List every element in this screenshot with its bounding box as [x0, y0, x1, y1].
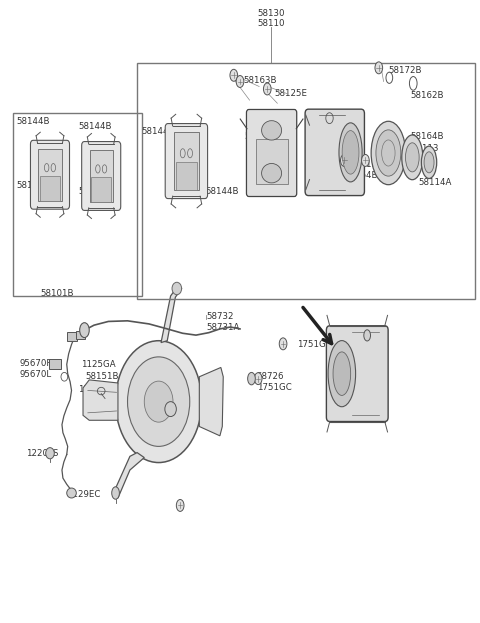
Bar — [76, 331, 85, 339]
Text: 58163B: 58163B — [245, 131, 278, 141]
Text: 58151B: 58151B — [86, 372, 120, 381]
Bar — [137, 63, 475, 299]
Text: 1360GJ: 1360GJ — [78, 385, 109, 394]
Text: 58112: 58112 — [377, 159, 404, 169]
Ellipse shape — [361, 155, 369, 166]
Text: 58164B: 58164B — [410, 131, 444, 141]
Ellipse shape — [371, 121, 406, 184]
Polygon shape — [83, 380, 118, 421]
Text: 1220FS: 1220FS — [25, 449, 58, 459]
Text: 1129EC: 1129EC — [67, 490, 100, 500]
Text: 58144B: 58144B — [78, 122, 112, 131]
Bar — [174, 133, 199, 189]
FancyBboxPatch shape — [246, 110, 297, 196]
Text: 58164B: 58164B — [344, 171, 378, 181]
Bar — [40, 176, 60, 201]
Ellipse shape — [80, 323, 89, 338]
Bar — [176, 163, 197, 189]
Text: 95670R: 95670R — [20, 359, 53, 368]
Ellipse shape — [375, 62, 383, 74]
Ellipse shape — [406, 143, 419, 172]
Ellipse shape — [264, 83, 271, 95]
Text: 58113: 58113 — [411, 144, 439, 153]
FancyBboxPatch shape — [30, 140, 70, 209]
Ellipse shape — [176, 500, 184, 511]
Text: 58144B: 58144B — [205, 187, 239, 196]
Ellipse shape — [424, 152, 434, 173]
Ellipse shape — [279, 338, 287, 350]
Ellipse shape — [364, 330, 371, 341]
Text: 58144B: 58144B — [142, 126, 175, 136]
Text: 1751GC: 1751GC — [298, 340, 332, 349]
Bar — [38, 149, 61, 201]
Ellipse shape — [67, 488, 76, 498]
Ellipse shape — [262, 121, 282, 140]
Text: 58731A: 58731A — [206, 323, 240, 331]
Ellipse shape — [248, 373, 255, 385]
Ellipse shape — [402, 135, 423, 179]
FancyBboxPatch shape — [165, 123, 207, 199]
Ellipse shape — [112, 487, 120, 499]
Ellipse shape — [328, 341, 356, 407]
Text: 58726: 58726 — [257, 372, 284, 381]
Ellipse shape — [172, 282, 181, 295]
Text: 95670L: 95670L — [20, 370, 52, 379]
Ellipse shape — [46, 448, 54, 459]
Text: 58144B: 58144B — [16, 181, 49, 190]
Polygon shape — [161, 285, 181, 343]
Text: 58125E: 58125E — [275, 89, 308, 98]
Text: 58101B: 58101B — [40, 289, 74, 298]
FancyBboxPatch shape — [305, 109, 364, 196]
Bar — [48, 359, 60, 369]
Polygon shape — [113, 452, 144, 498]
Ellipse shape — [116, 341, 202, 462]
Bar — [12, 113, 142, 296]
Polygon shape — [199, 368, 223, 436]
Text: 58110: 58110 — [257, 19, 285, 28]
Text: 58144B: 58144B — [16, 117, 49, 126]
Bar — [92, 177, 111, 202]
Ellipse shape — [333, 352, 351, 396]
Ellipse shape — [236, 75, 244, 87]
Text: 58114A: 58114A — [418, 178, 451, 187]
Ellipse shape — [421, 146, 437, 178]
Ellipse shape — [340, 155, 348, 166]
FancyBboxPatch shape — [82, 141, 121, 211]
Text: 58161B: 58161B — [344, 159, 378, 169]
Ellipse shape — [339, 123, 362, 182]
Bar — [256, 140, 288, 184]
Text: 58732: 58732 — [206, 312, 234, 321]
Text: 58163B: 58163B — [244, 77, 277, 85]
Bar — [90, 150, 113, 202]
Ellipse shape — [376, 130, 401, 176]
Ellipse shape — [262, 163, 282, 183]
Ellipse shape — [165, 402, 176, 417]
Ellipse shape — [342, 131, 359, 174]
Bar — [67, 332, 77, 341]
FancyBboxPatch shape — [326, 326, 388, 422]
Text: 58130: 58130 — [257, 9, 285, 17]
Text: 58172B: 58172B — [388, 67, 422, 75]
Text: 1125GA: 1125GA — [81, 360, 116, 369]
Text: 58144B: 58144B — [78, 187, 112, 196]
Ellipse shape — [128, 357, 190, 447]
Text: 51716: 51716 — [173, 399, 201, 408]
Text: 58162B: 58162B — [410, 91, 444, 100]
Text: 1751GC: 1751GC — [257, 383, 291, 392]
Ellipse shape — [230, 69, 238, 81]
Ellipse shape — [254, 373, 262, 384]
Ellipse shape — [144, 381, 173, 422]
Text: 51715: 51715 — [173, 409, 201, 419]
